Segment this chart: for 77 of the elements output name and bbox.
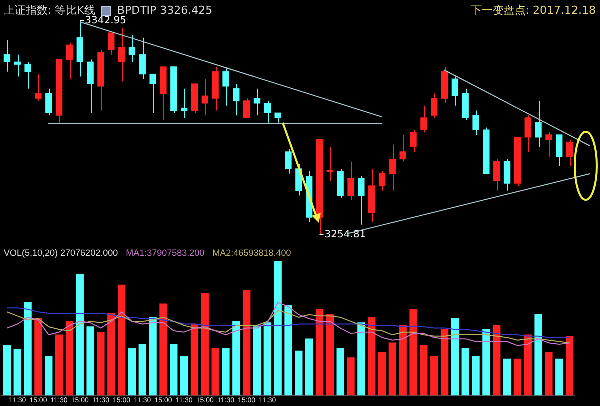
bar — [326, 314, 334, 396]
bar — [534, 314, 542, 396]
bar — [274, 261, 282, 396]
bar — [201, 292, 209, 396]
bar — [347, 358, 355, 396]
bar — [545, 352, 553, 396]
text: MA2:46593818.400 — [212, 248, 292, 258]
candlestick — [160, 66, 167, 121]
bar — [24, 302, 32, 396]
text: BPDTIP 3326.425 — [117, 4, 213, 17]
text: VOL(5,10,20) 27076202.000 — [4, 248, 118, 258]
bar — [243, 290, 251, 396]
bar — [222, 348, 230, 396]
candlestick — [98, 50, 104, 112]
bar — [514, 358, 522, 396]
text: MA1:37907583.200 — [126, 248, 205, 258]
bar — [472, 356, 480, 396]
bar — [410, 309, 418, 396]
annotation: 3254.81 — [324, 230, 366, 241]
bar — [378, 352, 386, 396]
bar — [399, 325, 407, 396]
chart-title: 上证指数: 等比K线 — [4, 3, 96, 17]
bar — [97, 332, 105, 396]
bar — [170, 344, 178, 396]
bar — [284, 305, 292, 396]
candlestick — [410, 130, 417, 152]
bar — [253, 326, 262, 396]
bar — [14, 350, 22, 396]
bar — [306, 338, 314, 396]
bar — [3, 345, 12, 396]
bar — [212, 348, 220, 396]
candlestick — [546, 132, 552, 158]
bar — [556, 358, 564, 396]
candlestick — [254, 88, 261, 116]
candlestick — [150, 74, 156, 114]
bar — [66, 321, 74, 396]
bar — [160, 304, 168, 396]
bar — [336, 348, 344, 396]
bar — [420, 345, 428, 396]
bar — [108, 313, 116, 396]
bar — [190, 324, 199, 396]
bar — [566, 336, 574, 396]
bar — [45, 356, 53, 396]
bar — [55, 334, 64, 396]
candlestick — [420, 105, 428, 134]
candlestick — [35, 74, 42, 102]
bar — [264, 322, 272, 396]
bar — [86, 326, 94, 396]
candlestick — [285, 149, 292, 174]
bar — [462, 348, 470, 396]
annotation: 3342.95 — [85, 16, 126, 27]
bar — [482, 329, 490, 396]
bar — [138, 344, 146, 396]
bar — [118, 284, 126, 396]
bar — [358, 322, 366, 396]
candlestick — [212, 66, 219, 112]
bar — [368, 317, 376, 396]
bar — [430, 356, 438, 396]
bar — [232, 321, 240, 396]
bar — [295, 350, 303, 396]
bar — [451, 318, 460, 396]
bar — [388, 342, 397, 396]
bar — [34, 318, 42, 396]
bar — [493, 325, 501, 396]
bar — [440, 329, 449, 396]
bar — [76, 274, 84, 396]
text: 下一变盘点: 2017.12.18 — [470, 3, 596, 18]
bar — [316, 309, 324, 396]
candlestick — [87, 59, 94, 114]
bar — [149, 317, 157, 396]
candlestick — [222, 66, 230, 106]
bar — [128, 348, 136, 396]
bar — [524, 334, 532, 396]
candlestick — [472, 110, 480, 136]
candlestick — [535, 100, 542, 148]
bar — [503, 358, 512, 396]
bar — [180, 356, 188, 396]
